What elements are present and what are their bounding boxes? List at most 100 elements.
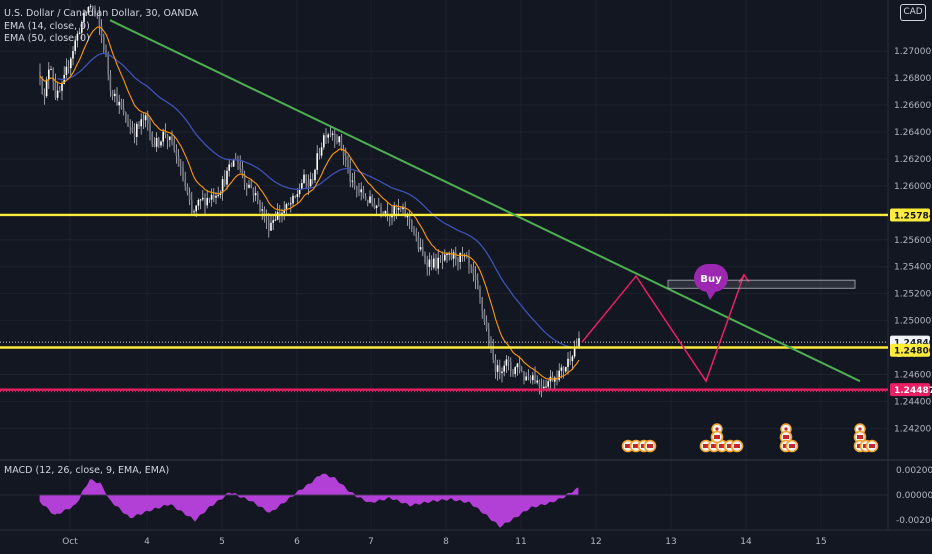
- candle-body: [375, 205, 378, 209]
- candle-body: [459, 252, 461, 263]
- candle-body: [303, 174, 305, 184]
- candle-body: [67, 66, 70, 69]
- candle-body: [107, 54, 109, 75]
- time-tick-label: 13: [665, 537, 676, 547]
- candle-body: [567, 358, 569, 367]
- time-tick-label: 6: [294, 537, 300, 547]
- price-tick-label: 1.26600: [894, 101, 931, 111]
- support-price-text: 1.24800: [894, 347, 932, 357]
- candle-body: [525, 376, 527, 381]
- candle-body: [507, 359, 510, 362]
- candle-body: [274, 219, 277, 221]
- candle-body: [202, 197, 204, 200]
- candle-body: [45, 79, 48, 97]
- resistance-price-text: 1.25784: [894, 211, 932, 221]
- macd-tick-label: 0.00200: [896, 466, 932, 476]
- candle-body: [400, 207, 402, 210]
- candle-body: [380, 206, 382, 212]
- macd-tick-label: 0.00000: [896, 491, 932, 501]
- candle-body: [224, 179, 226, 185]
- candle-body: [415, 233, 417, 237]
- candle-body: [510, 361, 512, 372]
- candle-body: [488, 329, 490, 346]
- candle-body: [239, 163, 241, 169]
- candle-body: [232, 159, 235, 167]
- candle-body: [142, 119, 145, 121]
- candle-body: [50, 68, 52, 70]
- candle-body: [329, 134, 332, 136]
- event-dot-center: [858, 427, 862, 431]
- candle-body: [186, 186, 189, 194]
- candle-body: [226, 170, 228, 185]
- event-flag-stripe: [789, 444, 795, 448]
- candle-body: [428, 259, 431, 267]
- candle-body: [433, 258, 435, 268]
- candle-body: [292, 195, 294, 204]
- target-zone-box: [667, 279, 856, 289]
- candle-body: [76, 33, 79, 41]
- candle-body: [312, 179, 314, 181]
- time-tick-label: 4: [144, 537, 150, 547]
- candle-body: [155, 138, 158, 147]
- candle-body: [65, 66, 68, 75]
- candle-body: [158, 138, 160, 146]
- candle-body: [494, 359, 497, 372]
- candle-body: [259, 200, 261, 211]
- candle-body: [413, 229, 415, 234]
- buy-bubble-tail: [706, 291, 716, 300]
- candle-body: [411, 220, 413, 230]
- candle-body: [175, 150, 178, 157]
- candle-body: [362, 189, 365, 197]
- candle-body: [360, 189, 362, 193]
- price-tick-label: 1.26800: [894, 74, 931, 84]
- candle-body: [59, 90, 61, 92]
- candle-body: [283, 209, 285, 213]
- candle-body: [353, 180, 356, 187]
- candle-body: [441, 259, 444, 261]
- candle-body: [358, 189, 360, 193]
- buy-bubble: [694, 264, 728, 292]
- candle-body: [455, 252, 457, 260]
- price-tick-label: 1.26400: [894, 128, 931, 138]
- candle-body: [81, 22, 83, 33]
- candle-body: [182, 167, 184, 181]
- low-support-price-tag: [890, 383, 930, 397]
- candle-body: [437, 257, 439, 269]
- ema14-line: [39, 26, 580, 380]
- candle-body: [323, 135, 325, 148]
- candle-body: [408, 214, 411, 221]
- candle-body: [250, 184, 252, 188]
- currency-badge[interactable]: CAD: [900, 4, 926, 21]
- ema14-legend: EMA (14, close, 0): [4, 21, 90, 32]
- candle-body: [532, 375, 534, 381]
- candle-body: [206, 198, 208, 206]
- candle-body: [100, 25, 103, 37]
- candle-body: [43, 94, 46, 97]
- candle-body: [327, 134, 329, 138]
- time-tick-label: Oct: [62, 537, 78, 547]
- candle-body: [384, 210, 387, 214]
- candle-body: [499, 365, 501, 374]
- candle-body: [349, 167, 351, 182]
- candle-body: [505, 359, 508, 366]
- candle-body: [545, 386, 547, 388]
- candle-body: [221, 179, 224, 193]
- price-tick-label: 1.25200: [894, 290, 931, 300]
- candle-body: [195, 205, 197, 212]
- event-flag-stripe: [633, 444, 639, 448]
- candle-body: [162, 131, 164, 142]
- candle-body: [527, 376, 530, 378]
- candle-body: [129, 126, 131, 128]
- time-tick-label: 5: [219, 537, 225, 547]
- buy-annotation-text: Buy: [700, 274, 722, 285]
- candle-body: [197, 199, 200, 206]
- candle-body: [309, 179, 312, 187]
- candle-body: [72, 50, 74, 59]
- resistance-price-tag: [890, 208, 930, 222]
- event-flag-stripe: [857, 435, 863, 439]
- current-price-text: 1.24840: [894, 339, 932, 349]
- candle-body: [397, 207, 400, 210]
- buy-annotation: Buy: [694, 264, 728, 300]
- candle-body: [87, 7, 90, 14]
